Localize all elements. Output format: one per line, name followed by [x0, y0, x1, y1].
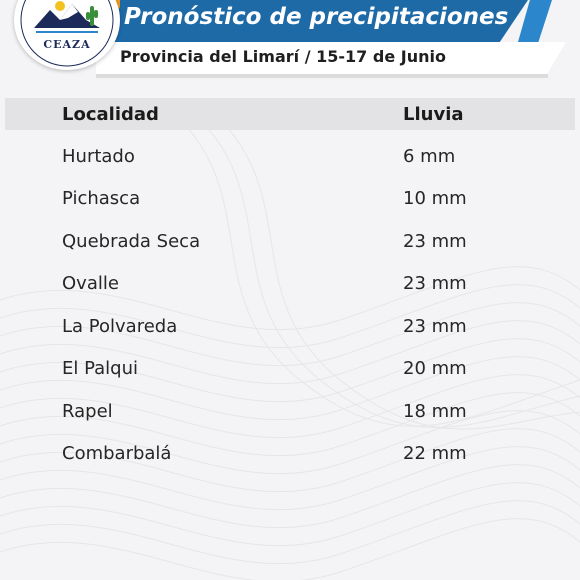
- table-row: Ovalle 23 mm: [0, 273, 580, 303]
- location-cell: Combarbalá: [62, 443, 172, 464]
- table-row: Rapel 18 mm: [0, 401, 580, 431]
- location-cell: La Polvareda: [62, 316, 178, 337]
- rain-cell: 23 mm: [403, 316, 467, 337]
- logo-wordmark: CEAZA: [43, 38, 91, 51]
- ceaza-logo: CEAZA: [14, 0, 120, 70]
- location-cell: El Palqui: [62, 358, 139, 379]
- title-banner: [58, 0, 528, 42]
- location-cell: Hurtado: [62, 146, 135, 167]
- table-row: Pichasca 10 mm: [0, 188, 580, 218]
- table-row: La Polvareda 23 mm: [0, 316, 580, 346]
- page-subtitle: Provincia del Limarí / 15-17 de Junio: [120, 47, 446, 66]
- subtitle-banner: [96, 42, 566, 74]
- location-cell: Quebrada Seca: [62, 231, 201, 252]
- rain-cell: 22 mm: [403, 443, 467, 464]
- location-cell: Ovalle: [62, 273, 119, 294]
- location-cell: Rapel: [62, 401, 113, 422]
- table-header-row: [5, 98, 575, 130]
- table-row: Hurtado 6 mm: [0, 146, 580, 176]
- rain-cell: 6 mm: [403, 146, 456, 167]
- logo-emblem-icon: [20, 0, 114, 67]
- table-row: Combarbalá 22 mm: [0, 443, 580, 473]
- rain-cell: 23 mm: [403, 273, 467, 294]
- page-title: Pronóstico de precipitaciones: [124, 4, 509, 30]
- rain-cell: 23 mm: [403, 231, 467, 252]
- location-cell: Pichasca: [62, 188, 141, 209]
- column-header-location: Localidad: [62, 104, 159, 125]
- table-row: Quebrada Seca 23 mm: [0, 231, 580, 261]
- header: Pronóstico de precipitaciones Provincia …: [0, 0, 580, 90]
- subtitle-shadow: [96, 74, 548, 78]
- table-row: El Palqui 20 mm: [0, 358, 580, 388]
- rain-cell: 10 mm: [403, 188, 467, 209]
- rain-cell: 18 mm: [403, 401, 467, 422]
- column-header-rain: Lluvia: [403, 104, 464, 125]
- rain-cell: 20 mm: [403, 358, 467, 379]
